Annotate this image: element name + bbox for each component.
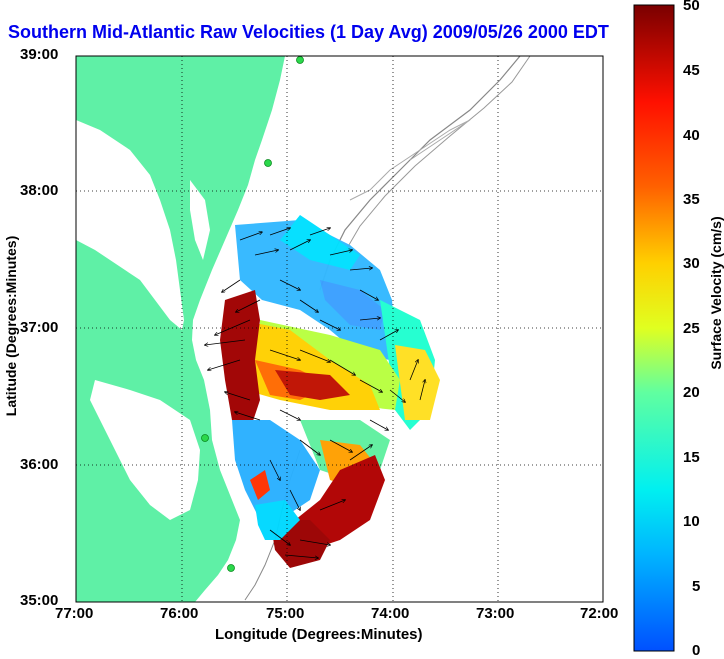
map-title: Southern Mid-Atlantic Raw Velocities (1 … bbox=[8, 22, 609, 42]
colorbar-tick: 5 bbox=[692, 578, 701, 595]
colorbar-tick: 25 bbox=[683, 320, 700, 337]
colorbar-tick: 20 bbox=[683, 384, 700, 401]
y-axis-label: Latitude (Degrees:Minutes) bbox=[3, 235, 19, 417]
grid-lines bbox=[76, 56, 603, 602]
colorbar-tick: 30 bbox=[683, 255, 700, 272]
colorbar-tick: 10 bbox=[683, 513, 700, 530]
colorbar bbox=[633, 4, 675, 652]
colorbar-tick: 40 bbox=[683, 127, 700, 144]
colorbar-label: Surface Velocity (cm/s) bbox=[708, 216, 724, 370]
x-axis-label: Longitude (Degrees:Minutes) bbox=[215, 626, 423, 643]
x-tick: 74:00 bbox=[371, 605, 410, 622]
colorbar-tick: 35 bbox=[683, 191, 700, 208]
x-tick: 73:00 bbox=[476, 605, 515, 622]
radar-stations bbox=[201, 56, 304, 572]
y-tick: 39:00 bbox=[20, 46, 59, 63]
x-tick: 77:00 bbox=[55, 605, 94, 622]
y-tick: 36:00 bbox=[20, 456, 59, 473]
y-tick: 38:00 bbox=[20, 182, 59, 199]
x-tick: 76:00 bbox=[160, 605, 199, 622]
velocity-vectors bbox=[205, 228, 425, 558]
colorbar-tick: 0 bbox=[692, 642, 701, 659]
colorbar-tick: 50 bbox=[683, 0, 700, 14]
colorbar-tick: 45 bbox=[683, 62, 700, 79]
x-tick: 72:00 bbox=[580, 605, 619, 622]
velocity-field bbox=[220, 215, 440, 568]
y-tick: 35:00 bbox=[20, 592, 59, 609]
bay-water bbox=[76, 120, 184, 330]
y-tick: 37:00 bbox=[20, 319, 59, 336]
colorbar-tick: 15 bbox=[683, 449, 700, 466]
x-tick: 75:00 bbox=[266, 605, 305, 622]
